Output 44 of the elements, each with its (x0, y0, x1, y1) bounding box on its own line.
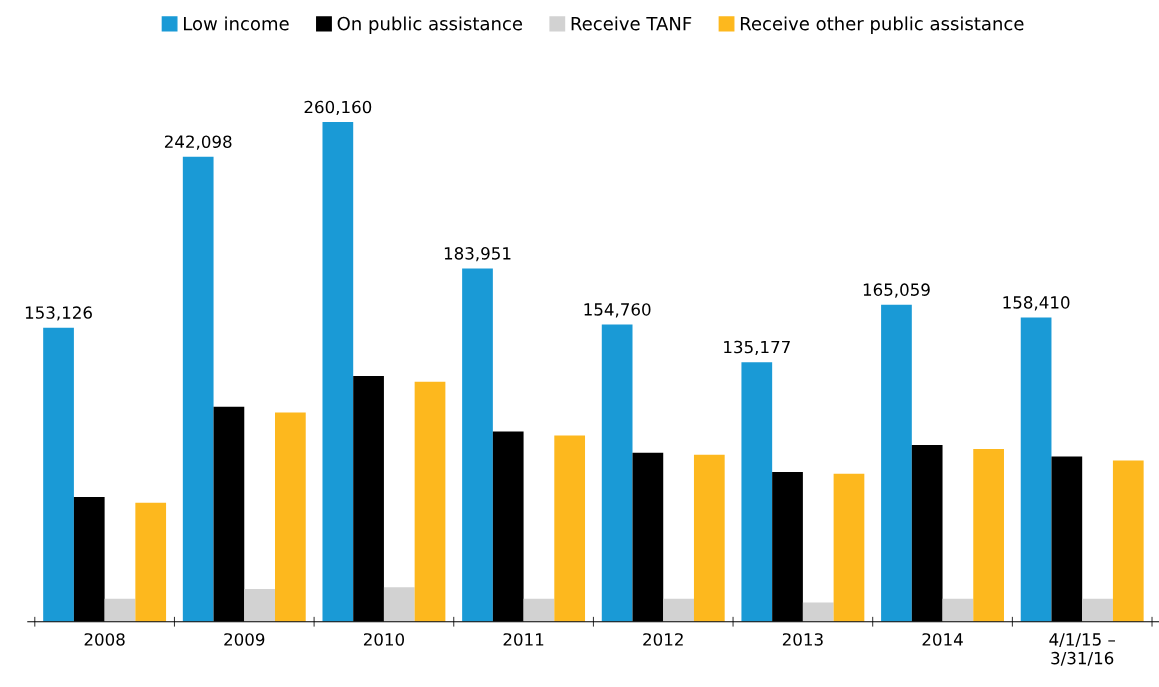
bar (942, 598, 974, 622)
bar (973, 448, 1004, 622)
legend-label: Receive other public assistance (740, 16, 1024, 34)
bar (1020, 317, 1052, 622)
x-tick-label: 2009 (224, 633, 265, 646)
data-label: 135,177 (724, 340, 790, 356)
legend-label: Receive TANF (571, 16, 692, 31)
bar (663, 598, 694, 622)
x-tick-label: 2010 (363, 633, 405, 646)
bar (135, 502, 167, 622)
data-label: 158,410 (1003, 296, 1070, 311)
bar (1082, 598, 1113, 622)
bar (104, 598, 136, 622)
data-label: 260,160 (304, 100, 372, 116)
bar (275, 412, 306, 622)
x-tick-label: 2008 (84, 633, 125, 646)
data-label: 165,059 (863, 283, 930, 298)
x-tick-label: 2012 (643, 633, 683, 646)
data-label: 154,760 (584, 303, 651, 318)
x-tick-label: 2011 (503, 633, 544, 646)
bar (554, 435, 586, 622)
bar (182, 156, 214, 622)
data-label: 153,126 (25, 306, 92, 321)
legend-label: Low income (184, 16, 289, 31)
x-tick-label: 4/1/15 – 3/31/16 (1049, 633, 1116, 666)
bar (523, 598, 555, 622)
bar (462, 268, 493, 622)
x-tick-label: 2014 (922, 633, 963, 646)
bar (601, 324, 633, 622)
bar (693, 454, 725, 622)
data-label: 183,951 (444, 247, 511, 262)
bar (322, 122, 354, 622)
bar (1112, 460, 1144, 622)
bar (43, 327, 74, 622)
bar (414, 381, 446, 622)
bar (383, 587, 415, 622)
data-label: 242,098 (164, 135, 232, 150)
bar (741, 362, 773, 622)
legend-label: On public assistance (337, 16, 523, 34)
bar (802, 602, 834, 622)
bar (833, 473, 865, 622)
bar (881, 304, 912, 622)
x-tick-label: 2013 (782, 633, 823, 646)
bar (244, 589, 275, 622)
